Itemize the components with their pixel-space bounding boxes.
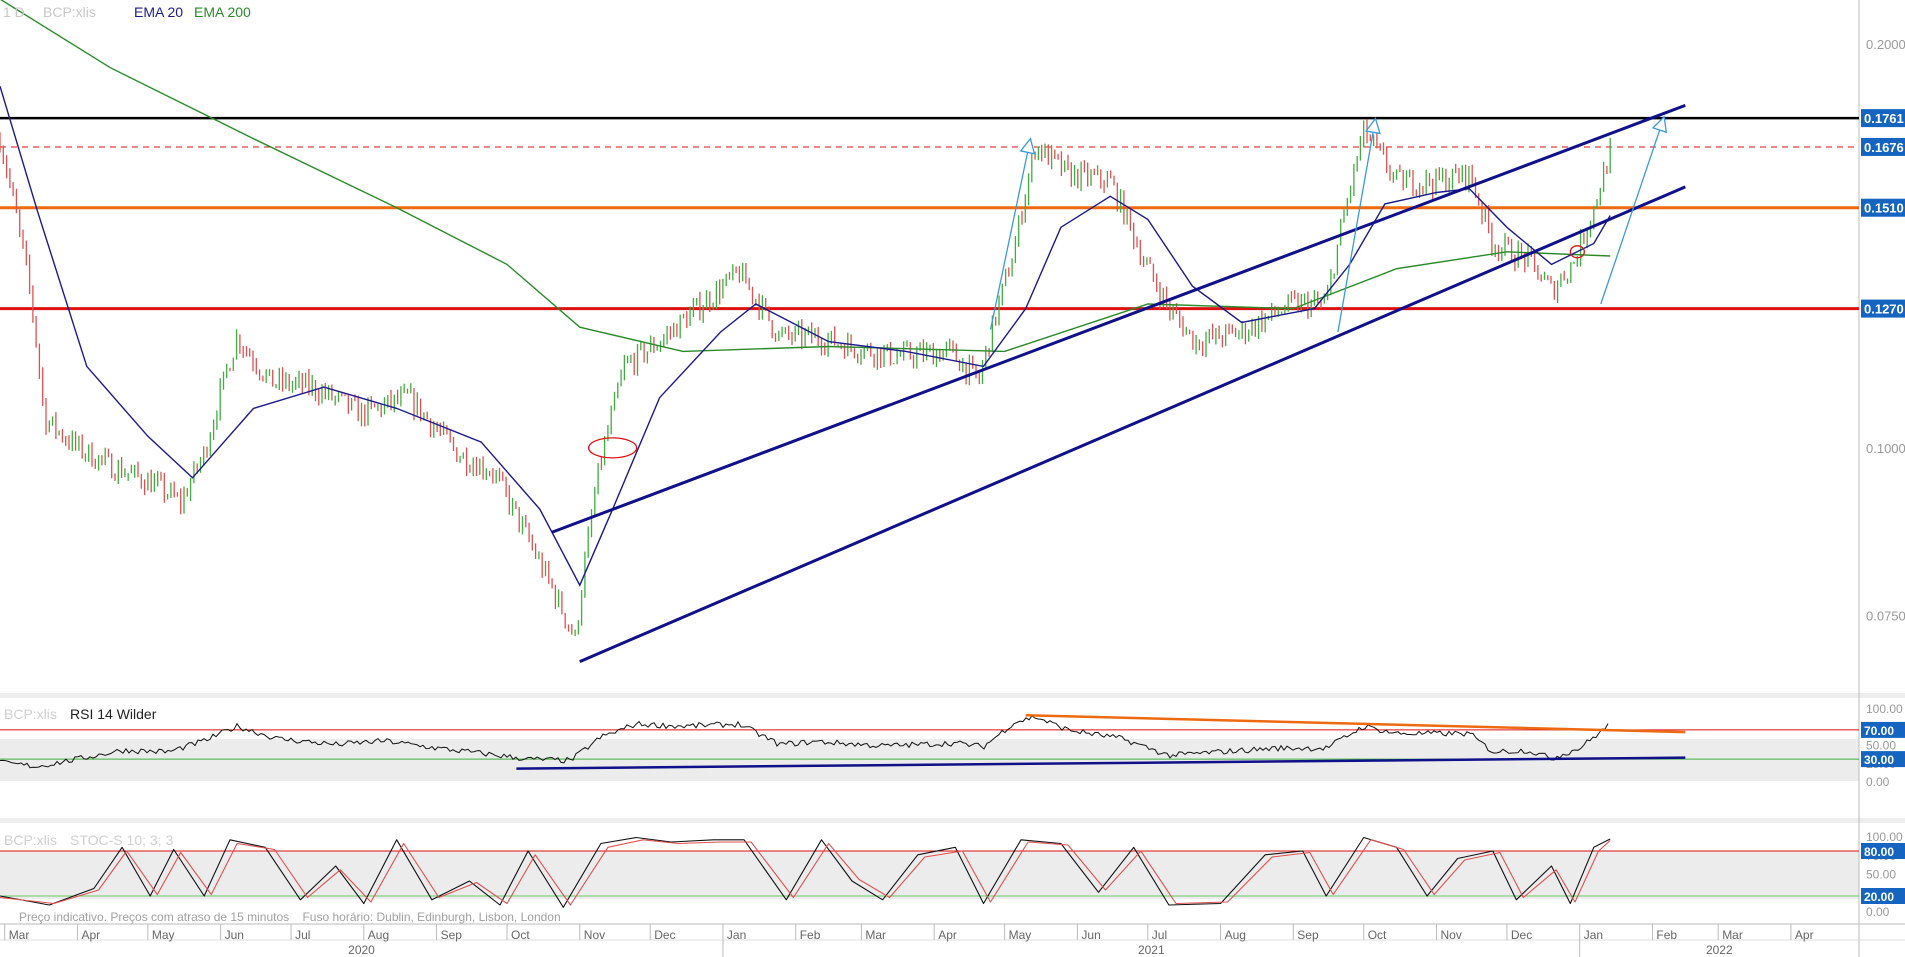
rsi-symbol-label: BCP:xlis [4, 706, 57, 722]
price-tag-bg-0 [1861, 109, 1905, 128]
symbol-label: BCP:xlis [43, 4, 96, 20]
rsi-panel[interactable] [0, 714, 1859, 770]
month-label-13: Apr [938, 928, 957, 942]
stoch-tag-label-0: 80.00 [1864, 845, 1894, 859]
month-label-4: Jul [295, 928, 310, 942]
projection-arrow-0 [989, 138, 1032, 330]
ema200-legend: EMA 200 [194, 4, 251, 20]
highlight-ellipse-0 [587, 437, 638, 459]
panel-separator-1 [0, 693, 1905, 698]
stoch-tick-label-4: 0.00 [1866, 905, 1890, 919]
price-tag-label-1: 0.1676 [1864, 140, 1904, 155]
month-label-22: Jan [1584, 928, 1603, 942]
stoch-tag-bg-0 [1861, 843, 1905, 859]
ema200-line [0, 0, 1611, 353]
rsi-tag-label-0: 70.00 [1864, 724, 1894, 738]
channel-line-0 [551, 103, 1686, 534]
highlight-ellipse-1 [1569, 245, 1585, 259]
channel-line-1 [579, 185, 1686, 663]
price-tag-label-3: 0.1270 [1864, 302, 1904, 317]
month-label-24: Mar [1722, 928, 1743, 942]
month-label-8: Nov [584, 928, 605, 942]
rsi-title: RSI 14 Wilder [70, 706, 157, 722]
stoch-tag-bg-1 [1861, 888, 1905, 904]
price-tick-label-1: 0.1000 [1866, 441, 1905, 456]
month-label-10: Jan [727, 928, 746, 942]
month-label-17: Aug [1225, 928, 1246, 942]
rsi-trendline-0 [1025, 714, 1686, 734]
month-label-21: Dec [1511, 928, 1532, 942]
rsi-line [0, 715, 1609, 769]
year-label-2: 2022 [1706, 943, 1733, 957]
stoch-symbol-label: BCP:xlis [4, 832, 57, 848]
candles [0, 119, 1611, 637]
month-label-23: Feb [1656, 928, 1677, 942]
panel-separator-2 [0, 818, 1905, 823]
month-label-11: Feb [800, 928, 821, 942]
price-tag-bg-1 [1861, 137, 1905, 156]
month-label-16: Jul [1152, 928, 1167, 942]
month-label-2: May [152, 928, 175, 942]
axes: 0.2000 0.1000 0.0750 0.1761 0.1676 0.1510 0.12… [4, 37, 1905, 957]
month-label-0: Mar [9, 928, 30, 942]
rsi-tag-bg-0 [1861, 721, 1905, 738]
month-label-19: Oct [1368, 928, 1387, 942]
price-tag-bg-3 [1861, 299, 1905, 318]
projection-arrowhead-0 [1019, 137, 1036, 155]
delay-footnote: Preço indicativo. Preços com atraso de 1… [19, 910, 561, 924]
stochastic-panel[interactable] [0, 836, 1859, 908]
month-label-3: Jun [225, 928, 244, 942]
price-tag-bg-2 [1861, 198, 1905, 217]
stoch-tag-label-1: 20.00 [1864, 890, 1894, 904]
price-tag-label-2: 0.1510 [1864, 201, 1904, 216]
month-label-12: Mar [865, 928, 886, 942]
price-panel[interactable] [0, 0, 1859, 663]
projection-arrowhead-1 [1365, 117, 1381, 135]
month-label-1: Apr [82, 928, 101, 942]
ema20-line [0, 85, 1611, 587]
year-label-1: 2021 [1138, 943, 1165, 957]
price-tag-label-0: 0.1761 [1864, 111, 1904, 126]
rsi-tick-label-0: 100.00 [1866, 702, 1903, 716]
projection-arrow-2 [1600, 116, 1665, 305]
stoch-title: STOC-S 10; 3; 3 [70, 832, 173, 848]
stoch-tick-label-2: 50.00 [1866, 868, 1896, 882]
ema20-legend: EMA 20 [134, 4, 183, 20]
month-label-18: Sep [1297, 928, 1319, 942]
month-label-14: May [1009, 928, 1032, 942]
rsi-trendline-1 [516, 756, 1686, 770]
price-tick-label-0: 0.2000 [1866, 37, 1905, 52]
month-label-7: Oct [511, 928, 530, 942]
month-label-9: Dec [654, 928, 675, 942]
rsi-tag-label-1: 30.00 [1864, 753, 1894, 767]
month-label-20: Nov [1441, 928, 1462, 942]
rsi-tag-bg-1 [1861, 751, 1905, 768]
stoch-tick-label-0: 100.00 [1866, 830, 1903, 844]
price-tick-label-2: 0.0750 [1866, 609, 1905, 624]
month-label-15: Jun [1081, 928, 1100, 942]
projection-arrow-1 [1337, 118, 1377, 333]
year-label-0: 2020 [348, 943, 375, 957]
month-label-5: Aug [368, 928, 389, 942]
stoch-d-line [0, 839, 1611, 906]
projection-arrowhead-2 [1651, 115, 1668, 134]
period-label: 1 D [3, 4, 25, 20]
rsi-tick-label-4: 0.00 [1866, 775, 1890, 789]
rsi-tick-label-2: 50.00 [1866, 739, 1896, 753]
month-label-6: Sep [441, 928, 463, 942]
month-label-25: Apr [1795, 928, 1814, 942]
